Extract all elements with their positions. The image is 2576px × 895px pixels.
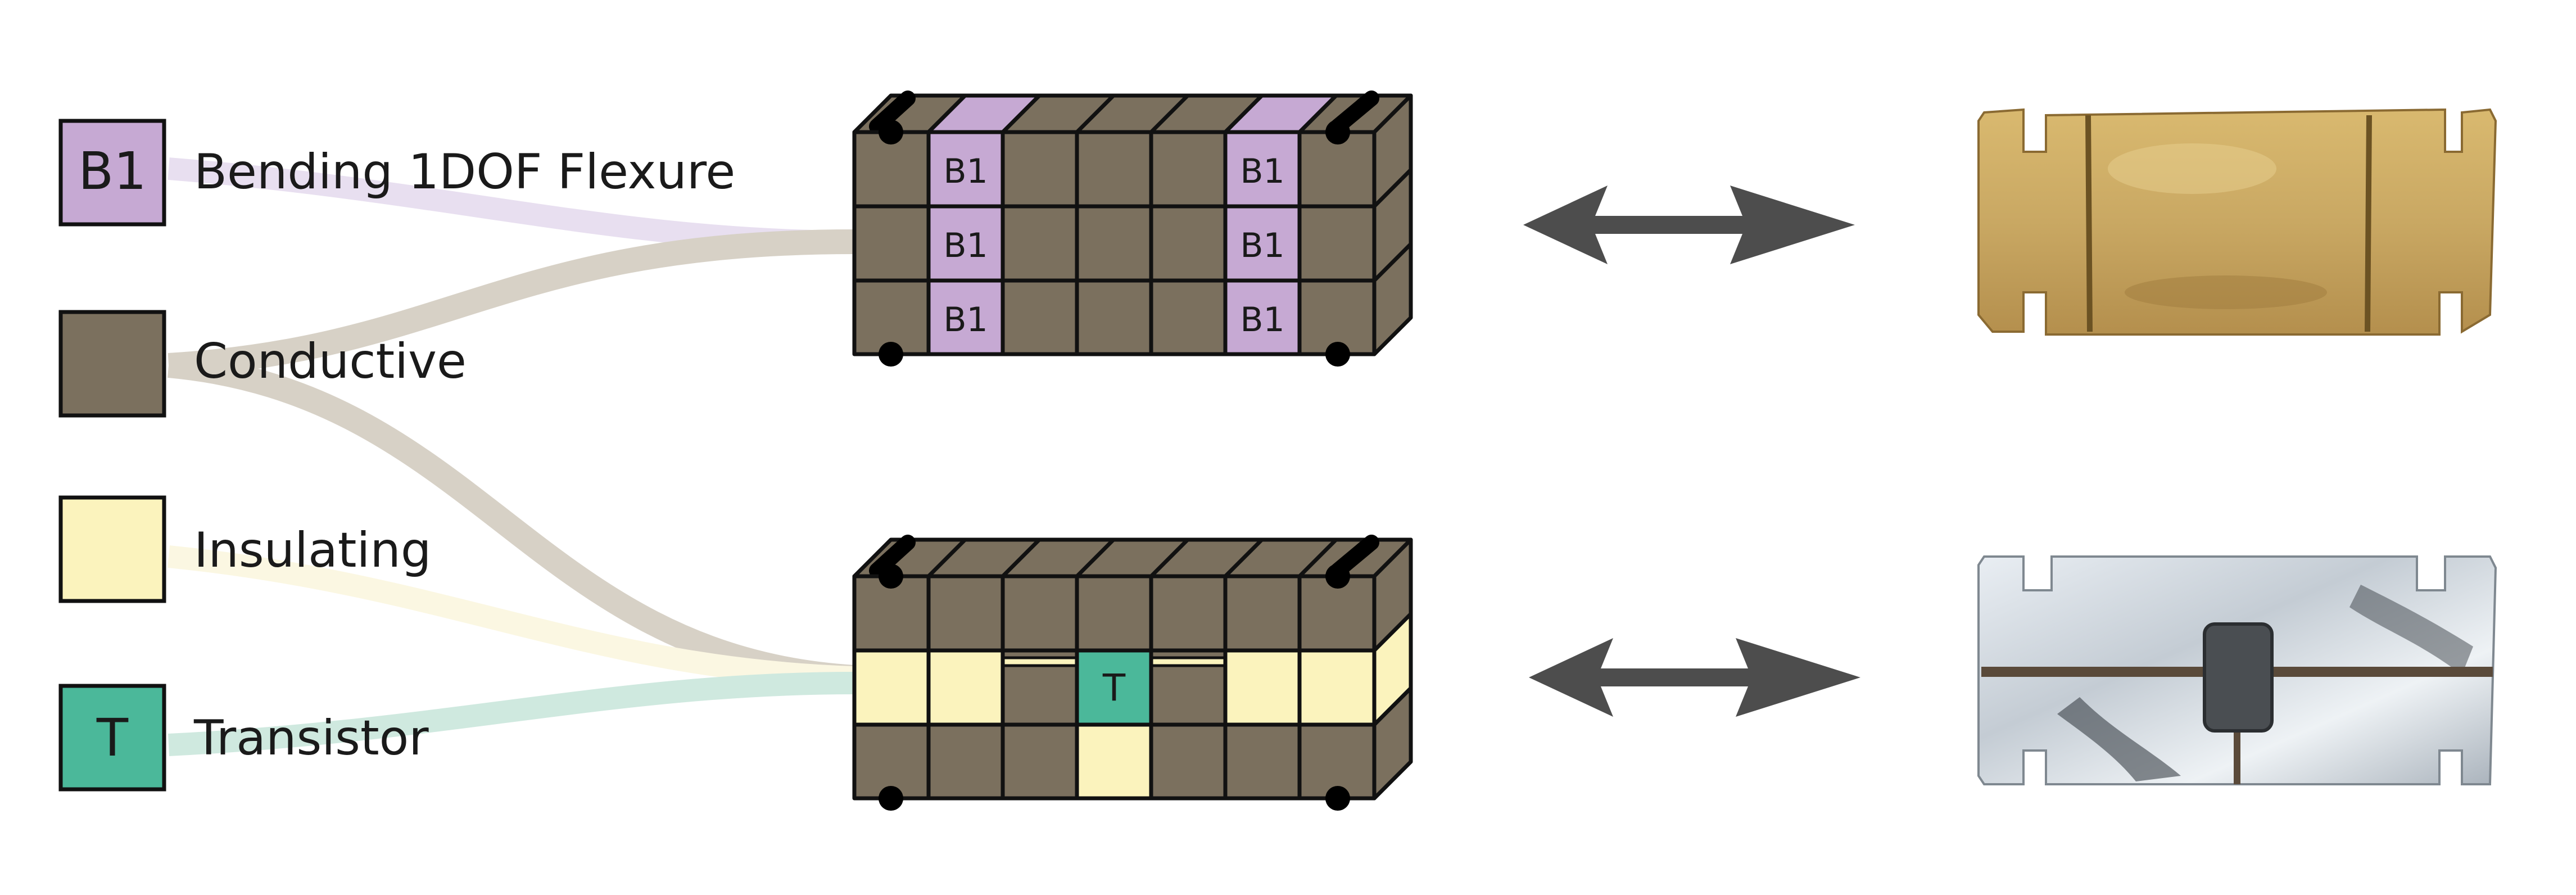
silver-part-dark-streak bbox=[2057, 697, 2181, 781]
transistor-cell-label: T bbox=[1102, 666, 1126, 709]
flexure-label: Bending 1DOF Flexure bbox=[194, 144, 735, 200]
photo-transistor-part bbox=[1977, 555, 2497, 785]
bottom-module bbox=[852, 535, 1413, 811]
transistor-swatch bbox=[58, 684, 166, 792]
gold-part-tarnish bbox=[2125, 275, 2327, 309]
bottom-pin-br bbox=[1325, 786, 1350, 811]
bottom-connector-left bbox=[869, 535, 916, 578]
bottom-pin-tr bbox=[1325, 564, 1350, 589]
insulating-label: Insulating bbox=[194, 522, 431, 578]
material-flow-ribbons bbox=[167, 157, 855, 756]
insulating-swatch bbox=[58, 495, 166, 603]
double-arrow-top bbox=[1523, 186, 1855, 264]
gold-part-flexure-groove-right bbox=[2365, 115, 2372, 332]
conductive-label: Conductive bbox=[194, 333, 467, 390]
legend-item-conductive: Conductive bbox=[58, 310, 467, 418]
flexure-swatch-symbol: B1 bbox=[78, 141, 147, 201]
bottom-pin-tl bbox=[879, 564, 903, 589]
bottom-module-top-grid bbox=[927, 538, 1338, 578]
transistor-swatch-symbol: T bbox=[96, 708, 129, 768]
legend-item-transistor: T Transistor bbox=[58, 684, 429, 792]
legend-item-insulating: Insulating bbox=[58, 495, 431, 603]
top-module bbox=[852, 91, 1413, 367]
top-module-front-grid bbox=[854, 132, 1374, 354]
top-module-side-face bbox=[1372, 93, 1413, 356]
top-pin-br bbox=[1325, 342, 1350, 367]
double-arrow-bottom bbox=[1529, 638, 1860, 717]
top-pin-bl bbox=[879, 342, 903, 367]
gold-part-highlight bbox=[2108, 143, 2276, 194]
silver-part-transistor-chip bbox=[2203, 622, 2274, 733]
transistor-label: Transistor bbox=[193, 710, 429, 766]
flow-conductive-top bbox=[167, 229, 855, 378]
b1-cell-label: B1 bbox=[943, 226, 988, 265]
top-pin-tr bbox=[1325, 120, 1350, 144]
top-pin-tl bbox=[879, 120, 903, 144]
b1-cell-label: B1 bbox=[1240, 152, 1284, 191]
b1-cell-label: B1 bbox=[1240, 226, 1284, 265]
b1-cell-label: B1 bbox=[943, 300, 988, 340]
double-arrow-icon bbox=[1523, 186, 1855, 264]
b1-cell-label: B1 bbox=[943, 152, 988, 191]
legend-item-flexure: B1 Bending 1DOF Flexure bbox=[58, 119, 735, 227]
photo-flexure-part bbox=[1977, 108, 2497, 336]
flow-transistor bbox=[167, 672, 855, 756]
flexure-swatch bbox=[58, 119, 166, 227]
bottom-module-front-grid bbox=[854, 576, 1374, 798]
legend: B1 Bending 1DOF Flexure Conductive Insul… bbox=[58, 119, 735, 792]
top-connector-left bbox=[869, 91, 916, 134]
silver-part-dark-streak bbox=[2349, 585, 2473, 675]
double-arrow-icon bbox=[1529, 638, 1860, 717]
flow-insulating bbox=[167, 545, 855, 689]
bottom-pin-bl bbox=[879, 786, 903, 811]
b1-cell-label: B1 bbox=[1240, 300, 1284, 340]
top-module-labels: B1 B1 B1 B1 B1 B1 bbox=[943, 152, 1284, 340]
flow-conductive-bottom bbox=[167, 353, 855, 690]
gold-part-flexure-groove-left bbox=[2085, 115, 2093, 332]
insulating-cell-bottom bbox=[1075, 722, 1153, 801]
conductive-swatch bbox=[58, 310, 166, 418]
top-flexure-col-1 bbox=[926, 130, 1005, 356]
